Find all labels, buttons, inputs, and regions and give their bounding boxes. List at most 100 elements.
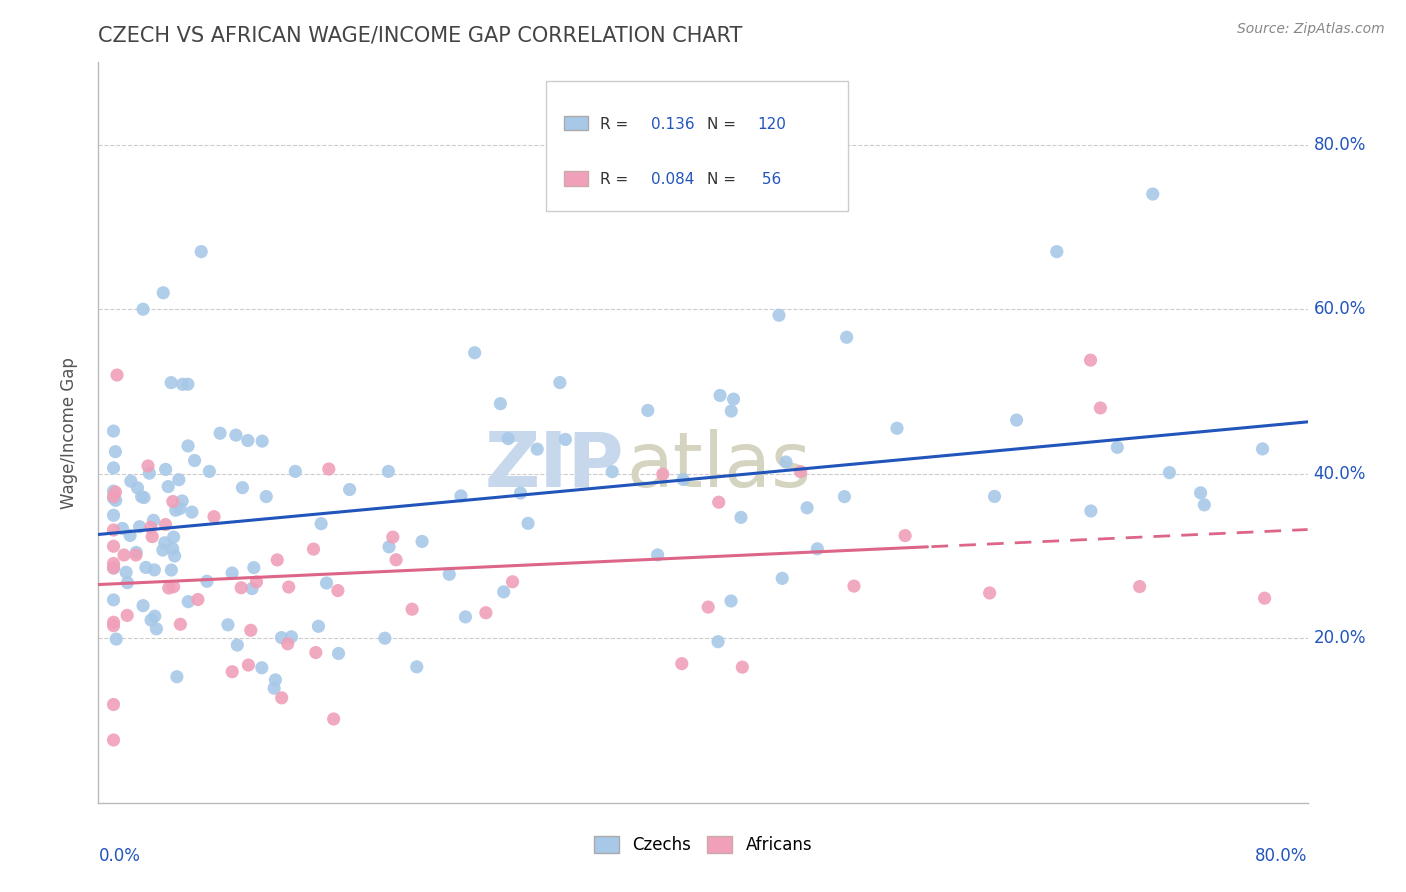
Text: ZIP: ZIP bbox=[485, 429, 624, 503]
Point bbox=[489, 397, 512, 411]
Point bbox=[198, 464, 221, 478]
Point bbox=[554, 433, 576, 447]
Point bbox=[103, 424, 125, 438]
Point bbox=[177, 595, 200, 609]
Point bbox=[103, 733, 125, 747]
Point bbox=[139, 613, 162, 627]
Text: 0.084: 0.084 bbox=[651, 172, 695, 187]
Text: atlas: atlas bbox=[627, 429, 811, 503]
Point bbox=[231, 581, 253, 595]
Point bbox=[172, 377, 194, 392]
Text: 80.0%: 80.0% bbox=[1313, 136, 1367, 153]
Point bbox=[231, 481, 253, 495]
Point bbox=[202, 509, 225, 524]
Point bbox=[401, 602, 423, 616]
Point bbox=[238, 658, 260, 673]
Point bbox=[307, 619, 329, 633]
Text: 0.136: 0.136 bbox=[651, 117, 695, 132]
Text: 80.0%: 80.0% bbox=[1256, 847, 1308, 865]
Point bbox=[492, 585, 515, 599]
Point bbox=[647, 548, 669, 562]
Point bbox=[548, 376, 571, 390]
Point bbox=[169, 501, 191, 516]
Point bbox=[305, 646, 328, 660]
Text: N =: N = bbox=[707, 172, 741, 187]
Point bbox=[270, 690, 292, 705]
Point bbox=[496, 432, 519, 446]
Point bbox=[120, 528, 142, 542]
Point bbox=[103, 618, 125, 632]
Point bbox=[475, 606, 498, 620]
Point bbox=[509, 486, 531, 500]
Point bbox=[709, 388, 731, 402]
Point bbox=[103, 523, 125, 537]
Point bbox=[131, 490, 153, 504]
Point bbox=[339, 483, 361, 497]
Point bbox=[162, 494, 184, 508]
Point bbox=[143, 563, 166, 577]
Point bbox=[1090, 401, 1112, 415]
Point bbox=[250, 434, 273, 449]
Bar bbox=[564, 116, 588, 130]
Point bbox=[162, 530, 184, 544]
Point bbox=[502, 574, 524, 589]
Point bbox=[104, 444, 127, 458]
Point bbox=[886, 421, 908, 435]
Point bbox=[111, 521, 134, 535]
Point bbox=[125, 545, 148, 559]
Point bbox=[637, 403, 659, 417]
Text: Source: ZipAtlas.com: Source: ZipAtlas.com bbox=[1237, 22, 1385, 37]
Point bbox=[789, 465, 811, 479]
Point bbox=[328, 647, 350, 661]
Point bbox=[115, 608, 138, 623]
Point bbox=[105, 632, 128, 646]
Point bbox=[894, 528, 917, 542]
Point bbox=[187, 592, 209, 607]
Point bbox=[143, 609, 166, 624]
Point bbox=[450, 489, 472, 503]
Point bbox=[103, 508, 125, 523]
Point bbox=[172, 494, 194, 508]
Point bbox=[125, 548, 148, 562]
Text: 0.0%: 0.0% bbox=[98, 847, 141, 865]
Point bbox=[526, 442, 548, 457]
Point bbox=[707, 495, 730, 509]
Point bbox=[1194, 498, 1216, 512]
Point bbox=[1080, 504, 1102, 518]
Point bbox=[157, 479, 180, 493]
Point bbox=[103, 557, 125, 571]
Point bbox=[309, 516, 332, 531]
Text: R =: R = bbox=[600, 172, 633, 187]
Point bbox=[103, 561, 125, 575]
Point bbox=[152, 543, 174, 558]
Legend: Czechs, Africans: Czechs, Africans bbox=[586, 830, 820, 861]
Point bbox=[160, 563, 183, 577]
Point bbox=[377, 464, 399, 478]
Point bbox=[165, 503, 187, 517]
Point bbox=[254, 490, 277, 504]
Point bbox=[142, 513, 165, 527]
Point bbox=[326, 583, 349, 598]
Point bbox=[1142, 187, 1164, 202]
Point bbox=[103, 490, 125, 504]
Point bbox=[183, 453, 205, 467]
Point bbox=[239, 624, 262, 638]
Point bbox=[730, 510, 752, 524]
Point bbox=[454, 610, 477, 624]
Point bbox=[322, 712, 344, 726]
Point bbox=[166, 670, 188, 684]
Point bbox=[221, 566, 243, 580]
Point bbox=[671, 657, 693, 671]
Point bbox=[226, 638, 249, 652]
Point bbox=[160, 376, 183, 390]
Point bbox=[132, 302, 155, 317]
Point bbox=[979, 586, 1001, 600]
Text: 56: 56 bbox=[758, 172, 782, 187]
Point bbox=[374, 631, 396, 645]
Point bbox=[270, 631, 292, 645]
Point bbox=[243, 560, 266, 574]
Point bbox=[651, 467, 673, 482]
Text: CZECH VS AFRICAN WAGE/INCOME GAP CORRELATION CHART: CZECH VS AFRICAN WAGE/INCOME GAP CORRELA… bbox=[98, 26, 742, 45]
Point bbox=[720, 404, 742, 418]
FancyBboxPatch shape bbox=[546, 81, 848, 211]
